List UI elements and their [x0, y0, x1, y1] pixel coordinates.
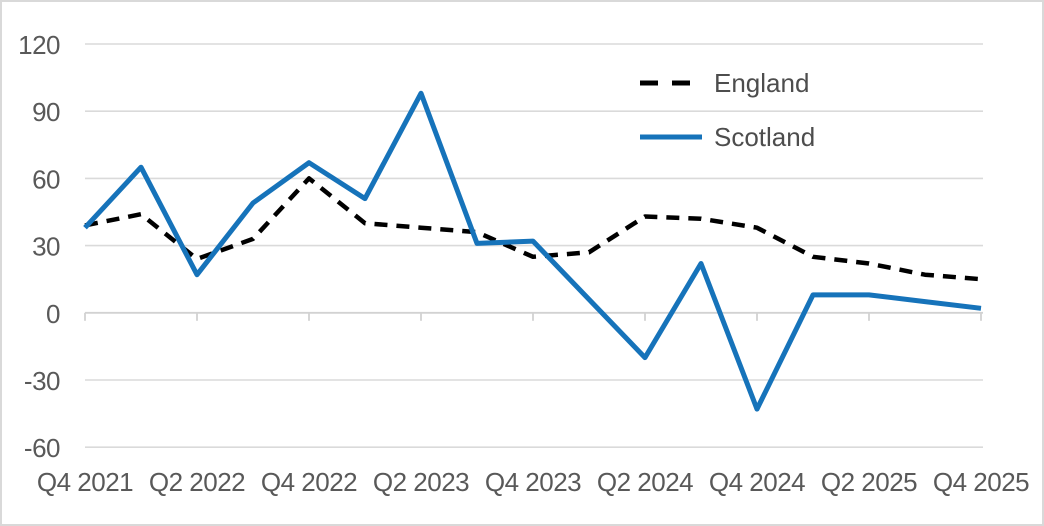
y-axis-label: 60	[32, 164, 60, 194]
y-axis-label: 120	[18, 30, 60, 60]
x-axis-label: Q2 2022	[149, 467, 245, 497]
y-axis-label: -60	[24, 433, 60, 463]
y-axis-label: -30	[24, 366, 60, 396]
series-line-england	[84, 176, 982, 282]
x-axis-label: Q4 2025	[933, 467, 1029, 497]
x-axis-label: Q4 2023	[485, 467, 581, 497]
y-axis-label: 30	[32, 232, 60, 262]
x-axis-label: Q4 2021	[37, 467, 133, 497]
x-axis-label: Q4 2022	[261, 467, 357, 497]
x-axis-label: Q2 2025	[821, 467, 917, 497]
y-axis-label: 90	[32, 97, 60, 127]
x-axis-label: Q2 2024	[597, 467, 693, 497]
x-axis-label: Q4 2024	[709, 467, 805, 497]
legend-label-england: England	[714, 68, 809, 98]
series-line-scotland	[83, 90, 982, 412]
y-axis-label: 0	[46, 299, 60, 329]
legend-label-scotland: Scotland	[714, 122, 815, 152]
x-axis-label: Q2 2023	[373, 467, 469, 497]
